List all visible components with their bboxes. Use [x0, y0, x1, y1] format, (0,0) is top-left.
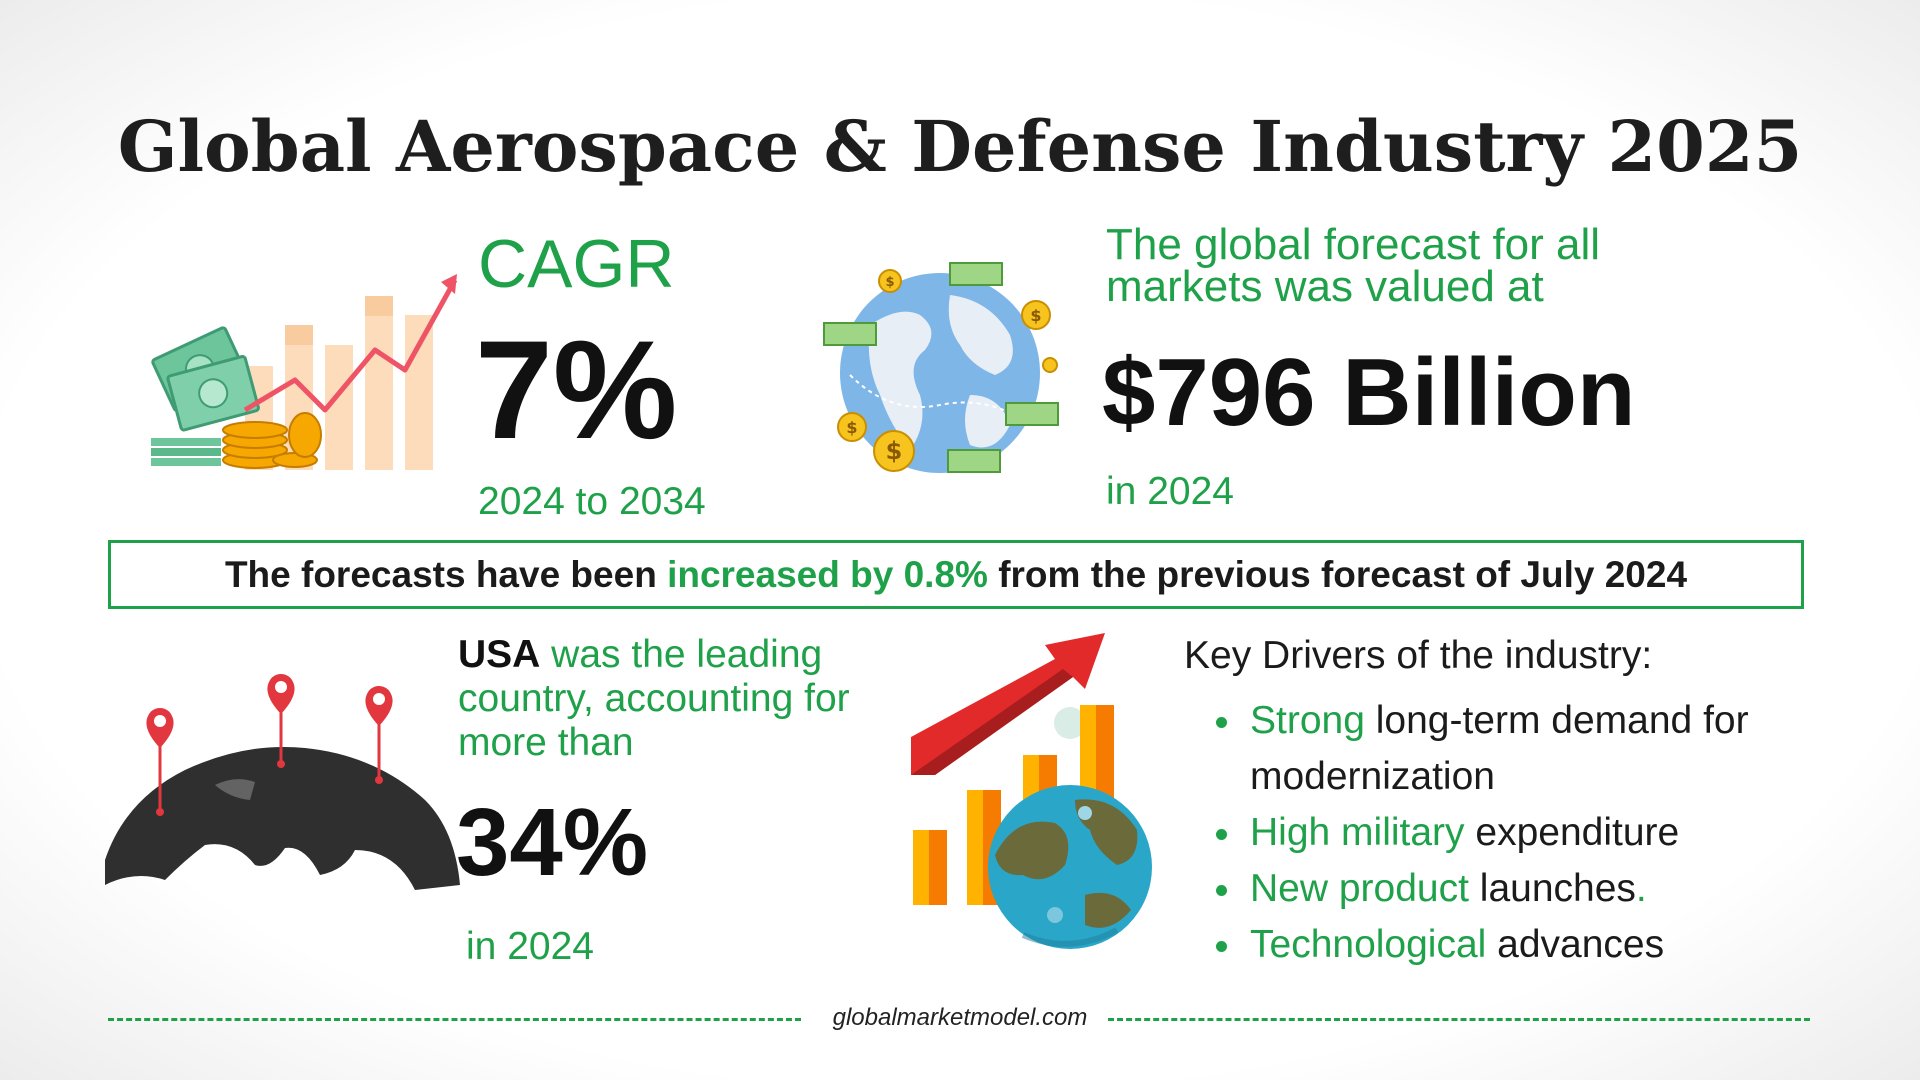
bullet-icon [1216, 941, 1227, 952]
driver-text: advances [1486, 923, 1665, 966]
driver-text: expenditure [1464, 811, 1680, 854]
globe-growth-chart-icon [911, 633, 1152, 949]
cagr-value: 7% [475, 311, 678, 468]
banner-highlight: increased by 0.8% [667, 553, 988, 595]
driver-text: launches [1468, 867, 1636, 910]
svg-text:$: $ [846, 418, 857, 437]
cagr-label: CAGR [478, 226, 675, 302]
drivers-heading: Key Drivers of the industry: [1184, 634, 1653, 677]
forecast-update-banner: The forecasts have been increased by 0.8… [108, 540, 1804, 609]
forecast-year: in 2024 [1106, 470, 1234, 513]
money-growth-chart-icon [151, 274, 458, 470]
bullet-icon [1216, 829, 1227, 840]
footer-website: globalmarketmodel.com [832, 1004, 1088, 1031]
forecast-value: $796 Billion [1102, 339, 1636, 446]
list-item: New product launches. [1216, 861, 1816, 917]
usa-share-value: 34% [456, 789, 649, 896]
page-title: Global Aerospace & Defense Industry 2025 [117, 105, 1803, 188]
usa-description: was the leading country, accounting for … [458, 633, 861, 764]
footer-divider-right [1108, 1018, 1810, 1021]
bullet-icon [1216, 717, 1227, 728]
svg-text:$: $ [885, 275, 894, 290]
globe-money-icon: $ $ $ $ [823, 262, 1059, 473]
banner-text-end: from the previous forecast of July 2024 [987, 553, 1688, 595]
svg-text:$: $ [1030, 306, 1041, 325]
driver-text: long-term demand for modernization [1250, 699, 1760, 798]
cagr-period: 2024 to 2034 [478, 480, 706, 523]
bullet-icon [1216, 885, 1227, 896]
usa-country: USA [458, 633, 541, 676]
svg-text:$: $ [886, 437, 903, 465]
list-item: Strong long-term demand for modernizatio… [1216, 693, 1816, 805]
list-item: High military expenditure [1216, 805, 1816, 861]
driver-highlight: Strong [1250, 699, 1365, 742]
driver-tail: . [1635, 867, 1647, 910]
drivers-list: Strong long-term demand for modernizatio… [1216, 693, 1816, 973]
driver-highlight: High military [1250, 811, 1465, 854]
banner-text-start: The forecasts have been [224, 553, 668, 595]
list-item: Technological advances [1216, 917, 1816, 973]
footer-divider-left [108, 1018, 801, 1021]
driver-highlight: Technological [1250, 923, 1487, 966]
forecast-text: The global forecast for all markets was … [1106, 220, 1601, 311]
usa-text: USA was the leading country, accounting … [458, 633, 888, 765]
usa-year: in 2024 [466, 925, 594, 968]
world-map-pins-icon [105, 674, 460, 890]
driver-highlight: New product [1250, 867, 1469, 910]
